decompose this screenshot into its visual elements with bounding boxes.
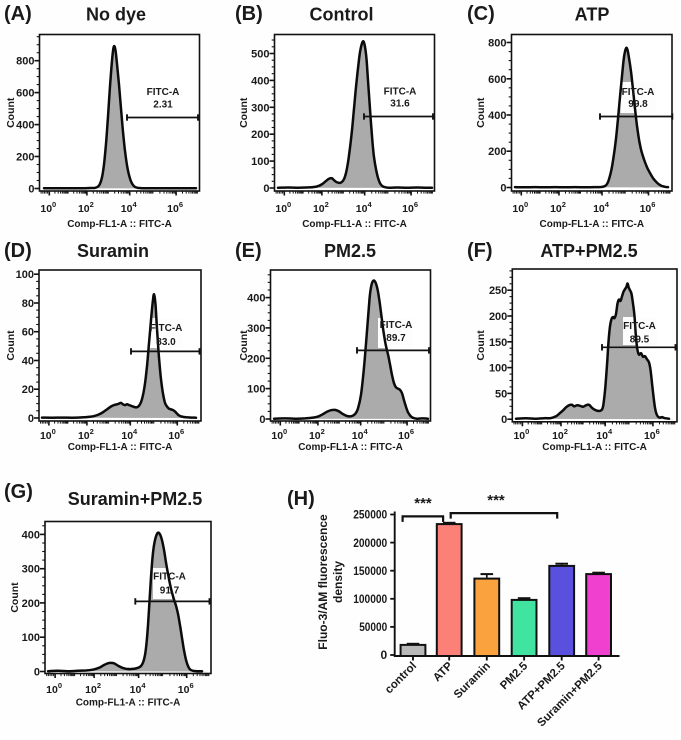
svg-text:Suramin: Suramin bbox=[77, 241, 149, 261]
svg-text:***: *** bbox=[487, 492, 505, 509]
svg-text:FITC-A: FITC-A bbox=[150, 323, 183, 334]
svg-text:200: 200 bbox=[251, 129, 269, 141]
svg-text:40: 40 bbox=[22, 356, 34, 368]
svg-text:(G): (G) bbox=[4, 481, 33, 503]
svg-text:100: 100 bbox=[489, 363, 507, 375]
svg-text:0: 0 bbox=[34, 667, 40, 679]
svg-text:(D): (D) bbox=[4, 240, 32, 262]
svg-text:300: 300 bbox=[251, 102, 269, 114]
svg-text:89.5: 89.5 bbox=[630, 335, 650, 346]
svg-text:500: 500 bbox=[251, 49, 269, 61]
svg-text:80: 80 bbox=[22, 298, 34, 310]
svg-text:Count: Count bbox=[9, 582, 21, 613]
svg-text:Comp-FL1-A :: FITC-A: Comp-FL1-A :: FITC-A bbox=[76, 698, 181, 709]
svg-text:Comp-FL1-A :: FITC-A: Comp-FL1-A :: FITC-A bbox=[302, 219, 407, 230]
svg-text:200: 200 bbox=[247, 353, 265, 365]
svg-text:31.6: 31.6 bbox=[390, 99, 410, 110]
svg-text:150000: 150000 bbox=[353, 564, 387, 578]
svg-text:400: 400 bbox=[488, 110, 506, 122]
svg-text:Comp-FL1-A :: FITC-A: Comp-FL1-A :: FITC-A bbox=[68, 442, 173, 453]
svg-text:Count: Count bbox=[475, 330, 487, 361]
svg-text:100: 100 bbox=[247, 384, 265, 396]
svg-text:600: 600 bbox=[488, 74, 506, 86]
svg-text:200: 200 bbox=[22, 598, 40, 610]
svg-text:Count: Count bbox=[5, 97, 17, 128]
svg-text:200: 200 bbox=[16, 152, 34, 164]
svg-text:FITC-A: FITC-A bbox=[147, 87, 180, 98]
svg-text:(C): (C) bbox=[467, 3, 495, 25]
svg-text:100: 100 bbox=[251, 156, 269, 168]
svg-text:Count: Count bbox=[475, 97, 487, 128]
svg-text:200: 200 bbox=[488, 146, 506, 158]
svg-text:100000: 100000 bbox=[353, 592, 387, 606]
svg-text:Count: Count bbox=[5, 330, 17, 361]
svg-text:89.7: 89.7 bbox=[386, 333, 406, 344]
svg-text:100: 100 bbox=[22, 632, 40, 644]
svg-text:400: 400 bbox=[22, 529, 40, 541]
svg-text:0: 0 bbox=[381, 648, 388, 662]
svg-text:250000: 250000 bbox=[353, 508, 387, 522]
svg-text:91.7: 91.7 bbox=[160, 586, 180, 597]
svg-text:0: 0 bbox=[28, 413, 34, 425]
svg-text:Count: Count bbox=[238, 330, 250, 361]
svg-text:Fluo-3/AM fluorescence: Fluo-3/AM fluorescence bbox=[316, 514, 330, 650]
svg-text:0: 0 bbox=[263, 183, 269, 195]
svg-text:50: 50 bbox=[495, 388, 507, 400]
svg-text:(A): (A) bbox=[4, 3, 32, 25]
svg-text:2.31: 2.31 bbox=[153, 100, 173, 111]
svg-text:800: 800 bbox=[488, 38, 506, 50]
svg-text:Count: Count bbox=[238, 97, 250, 128]
svg-text:ATP+PM2.5: ATP+PM2.5 bbox=[540, 241, 637, 261]
svg-text:0: 0 bbox=[28, 184, 34, 196]
svg-text:200: 200 bbox=[489, 311, 507, 323]
svg-text:150: 150 bbox=[489, 337, 507, 349]
svg-text:20: 20 bbox=[22, 384, 34, 396]
svg-text:***: *** bbox=[414, 495, 432, 512]
svg-text:400: 400 bbox=[251, 75, 269, 87]
svg-text:ATP: ATP bbox=[575, 5, 610, 25]
svg-text:Comp-FL1-A :: FITC-A: Comp-FL1-A :: FITC-A bbox=[67, 219, 172, 230]
svg-text:FITC-A: FITC-A bbox=[384, 87, 417, 98]
svg-text:Comp-FL1-A :: FITC-A: Comp-FL1-A :: FITC-A bbox=[542, 442, 647, 453]
svg-text:FITC-A: FITC-A bbox=[380, 320, 413, 331]
svg-text:200000: 200000 bbox=[353, 536, 387, 550]
svg-text:300: 300 bbox=[22, 564, 40, 576]
svg-text:(E): (E) bbox=[235, 240, 262, 262]
svg-text:83.0: 83.0 bbox=[156, 337, 176, 348]
svg-text:50000: 50000 bbox=[359, 620, 387, 634]
svg-text:Comp-FL1-A :: FITC-A: Comp-FL1-A :: FITC-A bbox=[298, 442, 403, 453]
svg-text:0: 0 bbox=[259, 414, 265, 426]
svg-text:0: 0 bbox=[501, 414, 507, 426]
svg-text:(B): (B) bbox=[235, 3, 263, 25]
svg-text:600: 600 bbox=[16, 88, 34, 100]
svg-text:FITC-A: FITC-A bbox=[153, 572, 186, 583]
svg-text:0: 0 bbox=[500, 183, 506, 195]
svg-text:250: 250 bbox=[489, 285, 507, 297]
svg-text:No dye: No dye bbox=[86, 5, 146, 25]
svg-text:100: 100 bbox=[16, 269, 34, 281]
svg-text:(F): (F) bbox=[467, 240, 493, 262]
svg-text:FITC-A: FITC-A bbox=[622, 87, 655, 98]
svg-text:99.8: 99.8 bbox=[628, 99, 648, 110]
svg-text:800: 800 bbox=[16, 56, 34, 68]
svg-text:(H): (H) bbox=[287, 488, 315, 510]
svg-text:Control: Control bbox=[310, 5, 374, 25]
svg-text:300: 300 bbox=[247, 323, 265, 335]
svg-text:400: 400 bbox=[16, 120, 34, 132]
svg-text:FITC-A: FITC-A bbox=[623, 321, 656, 332]
svg-text:PM2.5: PM2.5 bbox=[324, 241, 376, 261]
svg-text:density: density bbox=[331, 561, 345, 603]
svg-text:Comp-FL1-A :: FITC-A: Comp-FL1-A :: FITC-A bbox=[539, 219, 644, 230]
svg-text:400: 400 bbox=[247, 293, 265, 305]
svg-text:Suramin+PM2.5: Suramin+PM2.5 bbox=[68, 489, 203, 509]
svg-text:60: 60 bbox=[22, 327, 34, 339]
